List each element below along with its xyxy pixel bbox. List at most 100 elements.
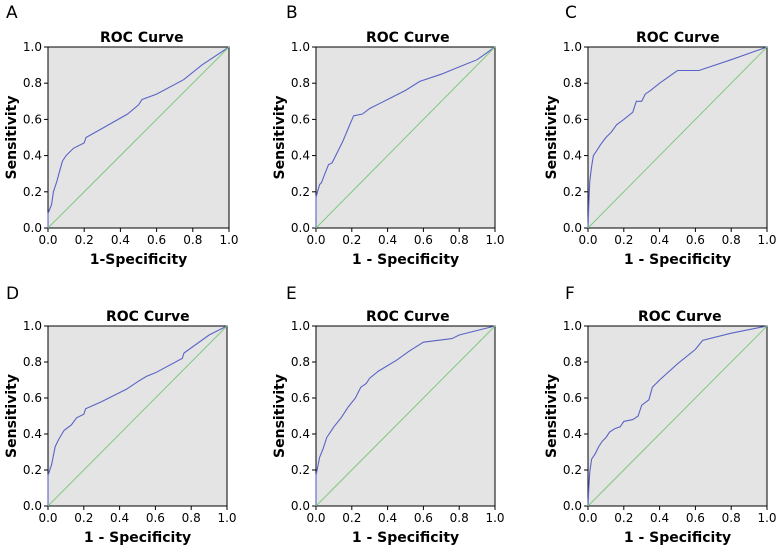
y-tick-label: 0.8 [23, 355, 42, 369]
x-tick-label: 1.0 [757, 233, 776, 247]
x-tick-label: 0.0 [306, 511, 325, 525]
chart-title: ROC Curve [366, 309, 450, 325]
x-tick-label: 0.8 [722, 511, 741, 525]
panel-letter: E [286, 284, 297, 304]
x-tick-label: 0.6 [686, 233, 705, 247]
y-tick-label: 1.0 [23, 40, 42, 54]
y-tick-label: 0.0 [563, 499, 582, 513]
roc-panel-f: F ROC Curve 0.0 0.2 0.4 0.6 0.8 1.0 0.0 0.2 0.4 0.6… [544, 284, 777, 546]
panel-letter: A [6, 3, 18, 23]
x-tick-label: 1.0 [219, 233, 238, 247]
roc-curve-line [587, 325, 768, 507]
panel-letter: C [565, 3, 577, 23]
y-tick-label: 0.6 [563, 391, 582, 405]
roc-curve-line [315, 46, 496, 228]
x-tick-label: 0.0 [578, 511, 597, 525]
panel-letter: D [6, 284, 19, 304]
chart-title: ROC Curve [366, 30, 450, 46]
x-tick-label: 0.8 [450, 511, 469, 525]
reference-line [587, 46, 768, 229]
y-tick-label: 0.4 [563, 427, 582, 441]
x-tick-label: 0.4 [650, 511, 669, 525]
chart-title: ROC Curve [106, 309, 190, 325]
y-tick-label: 0.0 [291, 221, 310, 235]
y-tick-label: 0.2 [563, 185, 582, 199]
reference-line [315, 46, 496, 229]
reference-line [587, 325, 768, 507]
x-axis-label: 1-Specificity [90, 252, 188, 268]
x-tick-label: 0.6 [414, 233, 433, 247]
roc-curve-line [47, 325, 228, 506]
y-tick-label: 0.4 [291, 149, 310, 163]
y-tick-label: 0.4 [23, 149, 42, 163]
y-tick-label: 0.6 [291, 112, 310, 126]
y-tick-label: 0.8 [291, 76, 310, 90]
y-tick-label: 0.6 [291, 391, 310, 405]
y-axis-label: Sensitivity [544, 374, 560, 458]
y-tick-label: 0.0 [23, 221, 42, 235]
x-tick-label: 0.2 [342, 511, 361, 525]
roc-curve-line [47, 46, 230, 228]
x-tick-label: 0.8 [722, 233, 741, 247]
x-tick-label: 1.0 [217, 511, 236, 525]
y-tick-label: 0.2 [291, 463, 310, 477]
y-axis-label: Sensitivity [544, 96, 560, 180]
y-axis-label: Sensitivity [4, 374, 20, 458]
x-axis-label: 1 - Specificity [624, 530, 731, 546]
y-axis-label: Sensitivity [272, 96, 288, 180]
roc-panel-d: D ROC Curve 0.0 0.2 0.4 0.6 0.8 1.0 0.0 0.2 0.4 0.6… [4, 284, 237, 546]
x-tick-label: 0.8 [183, 233, 202, 247]
chart-title: ROC Curve [638, 309, 722, 325]
y-tick-label: 0.4 [23, 427, 42, 441]
y-tick-label: 0.6 [563, 112, 582, 126]
y-tick-label: 0.0 [291, 499, 310, 513]
roc-curve-line [587, 46, 768, 229]
x-axis-label: 1 - Specificity [352, 530, 459, 546]
chart-title: ROC Curve [636, 30, 720, 46]
x-axis-label: 1 - Specificity [84, 530, 191, 546]
x-tick-label: 0.6 [147, 233, 166, 247]
x-tick-label: 0.6 [686, 511, 705, 525]
panel-letter: F [565, 284, 575, 304]
y-tick-label: 0.2 [291, 185, 310, 199]
y-tick-label: 1.0 [23, 319, 42, 333]
x-tick-label: 0.8 [450, 233, 469, 247]
x-tick-label: 0.2 [614, 233, 633, 247]
x-tick-label: 0.0 [578, 233, 597, 247]
x-tick-label: 0.0 [38, 511, 57, 525]
y-tick-label: 0.8 [23, 76, 42, 90]
y-tick-label: 1.0 [563, 40, 582, 54]
x-tick-label: 0.2 [75, 233, 94, 247]
x-tick-label: 0.2 [614, 511, 633, 525]
roc-curve-line [315, 325, 496, 506]
y-axis-label: Sensitivity [4, 96, 20, 180]
x-tick-label: 1.0 [485, 511, 504, 525]
chart-title: ROC Curve [100, 30, 184, 46]
x-tick-label: 0.6 [146, 511, 165, 525]
y-tick-label: 0.2 [563, 463, 582, 477]
reference-line [47, 46, 230, 229]
y-tick-label: 1.0 [291, 40, 310, 54]
roc-panel-e: E ROC Curve 0.0 0.2 0.4 0.6 0.8 1.0 0.0 0.2 0.4 0.6… [272, 284, 505, 546]
x-axis-label: 1 - Specificity [352, 252, 459, 268]
x-tick-label: 0.8 [182, 511, 201, 525]
x-tick-label: 0.0 [38, 233, 57, 247]
y-tick-label: 0.6 [23, 112, 42, 126]
y-tick-label: 0.4 [563, 149, 582, 163]
y-tick-label: 0.2 [23, 463, 42, 477]
y-tick-label: 0.4 [291, 427, 310, 441]
y-tick-label: 0.0 [563, 221, 582, 235]
y-tick-label: 1.0 [563, 319, 582, 333]
roc-panel-a: A ROC Curve 0.0 0.2 0.4 0.6 0.8 1.0 0.0 0.2 0.4 0.6… [4, 3, 239, 268]
roc-panel-b: B ROC Curve 0.0 0.2 0.4 0.6 0.8 1.0 0.0 0.2 0.4 0.6… [272, 3, 505, 268]
roc-panel-c: C ROC Curve 0.0 0.2 0.4 0.6 0.8 1.0 0.0 0.2 0.4 0.6… [544, 3, 777, 268]
y-tick-label: 0.8 [563, 76, 582, 90]
reference-line [47, 325, 228, 507]
y-tick-label: 0.6 [23, 391, 42, 405]
x-tick-label: 0.4 [378, 233, 397, 247]
y-tick-label: 0.8 [563, 355, 582, 369]
x-axis-label: 1 - Specificity [624, 252, 731, 268]
x-tick-label: 1.0 [757, 511, 776, 525]
x-tick-label: 0.6 [414, 511, 433, 525]
